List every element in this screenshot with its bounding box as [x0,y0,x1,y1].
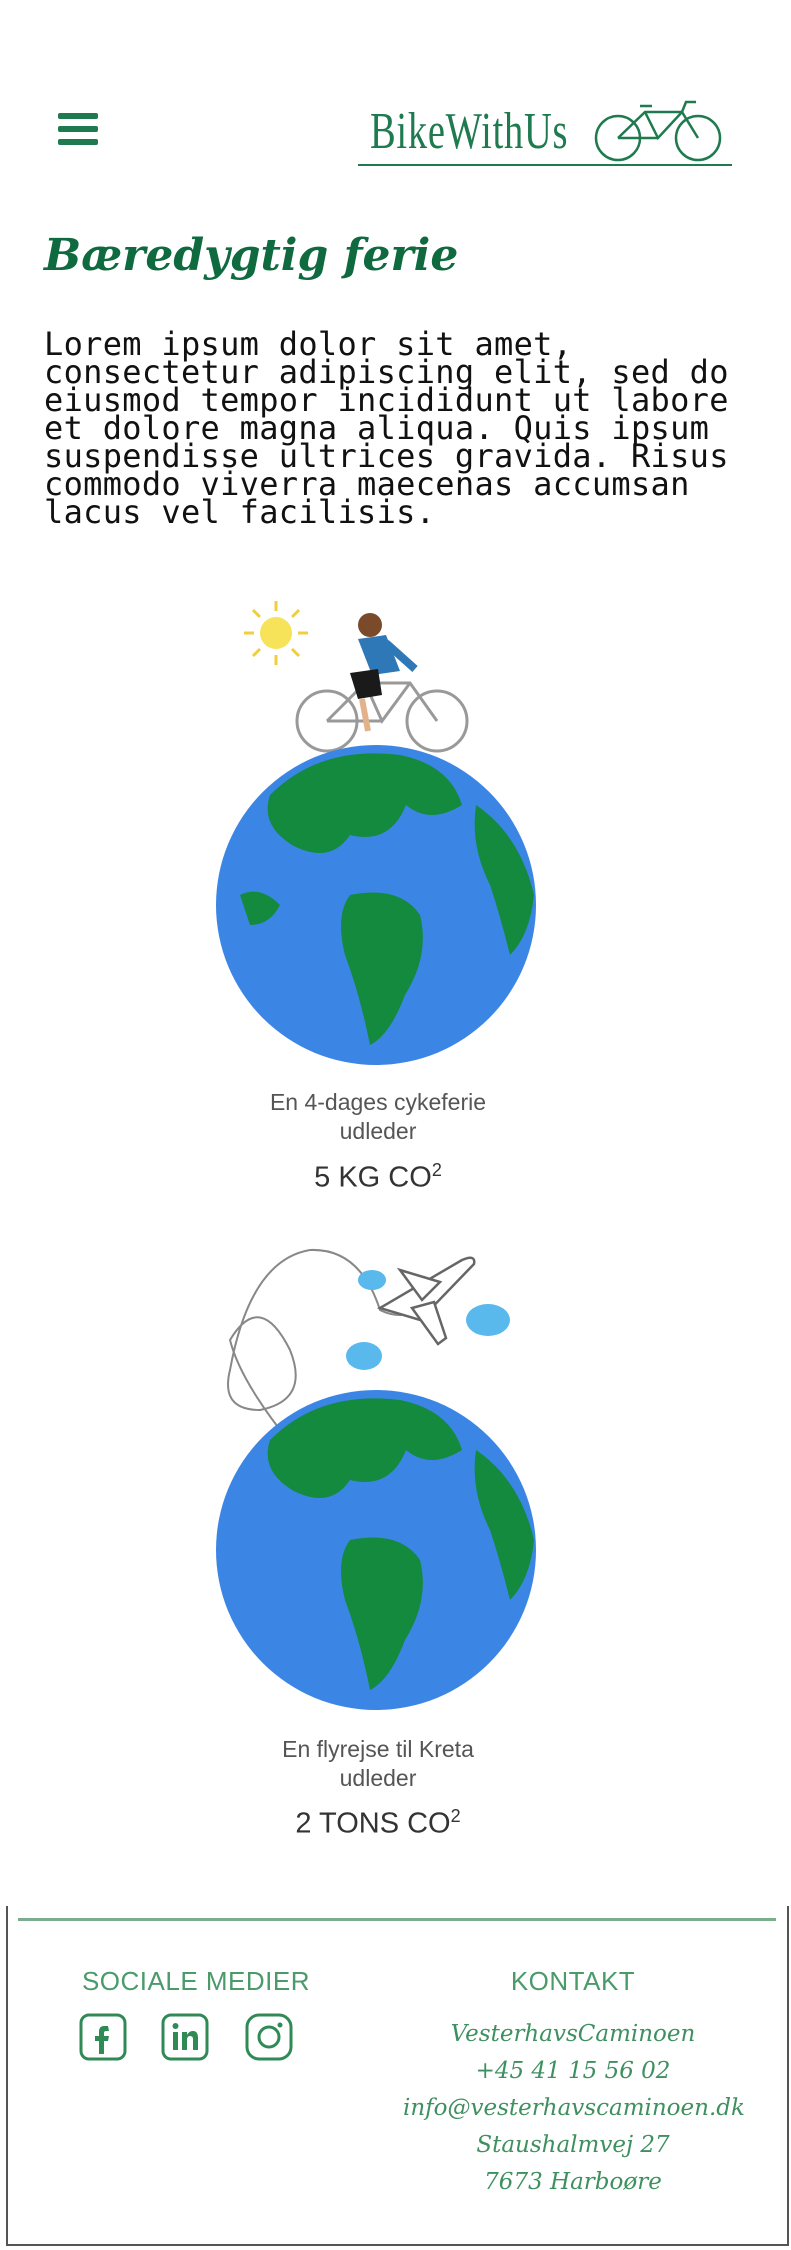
logo[interactable]: BikeWithUs [358,98,732,170]
page-title: Bæredygtig ferie [44,230,459,281]
comparison-caption: En 4-dages cykeferie udleder [269,1089,487,1144]
intro-paragraph: Lorem ipsum dolor sit amet, consectetur … [44,325,729,531]
facebook-icon[interactable] [78,2012,128,2062]
contact-phone[interactable]: +45 41 15 56 02 [475,2058,671,2084]
linkedin-icon[interactable] [160,2012,210,2062]
contact-street: Staushalmvej 27 [476,2132,670,2158]
social-title: SOCIALE MEDIER [81,1966,311,1996]
cyclist-globe-illustration [216,601,536,1065]
sun-icon [244,601,308,665]
contact-email[interactable]: info@vesterhavscaminoen.dk [403,2095,745,2121]
emission-value: 2 TONS CO2 [295,1806,461,1840]
social-icons [78,2012,308,2062]
cloud-icon [346,1270,510,1370]
instagram-icon[interactable] [244,2012,294,2062]
hamburger-icon[interactable] [58,113,98,151]
airplane-globe-illustration [216,1248,536,1710]
logo-text: BikeWithUs [370,103,569,160]
contact-city: 7673 Harboøre [484,2169,662,2195]
globe-icon [216,745,536,1065]
site-footer: SOCIALE MEDIER KONTAKT VesterhavsCaminoe… [6,1906,789,2246]
emission-value: 5 KG CO2 [314,1160,442,1194]
contact-info: VesterhavsCaminoen +45 41 15 56 02 info@… [403,2016,745,2201]
airplane-icon [376,1256,476,1346]
contact-name: VesterhavsCaminoen [450,2021,696,2047]
globe-icon [216,1390,536,1710]
bicycle-icon [594,100,722,162]
cyclist-icon [295,613,469,753]
contact-title: KONTAKT [510,1966,636,1996]
site-header: BikeWithUs [0,0,791,200]
comparison-caption: En flyrejse til Kreta udleder [282,1736,474,1791]
logo-underline [358,164,732,166]
footer-divider [18,1918,776,1921]
